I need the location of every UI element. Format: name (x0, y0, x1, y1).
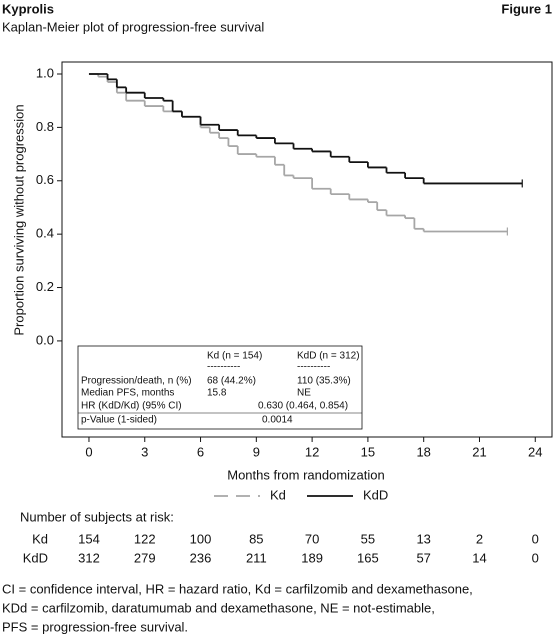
inset-cell: 68 (44.2%) (207, 376, 256, 387)
x-axis-label: Months from randomization (227, 467, 385, 482)
risk-count: 189 (301, 550, 323, 565)
inset-cell: NE (297, 388, 311, 399)
inset-cell: p-Value (1-sided) (81, 415, 157, 426)
footnote: CI = confidence interval, HR = hazard ra… (2, 581, 473, 596)
inset-cell: 0.0014 (262, 415, 293, 426)
inset-cell: Progression/death, n (%) (81, 376, 192, 387)
risk-count: 0 (532, 550, 539, 565)
risk-count: 154 (78, 531, 100, 546)
inset-rule-text: ---------- (207, 362, 240, 373)
y-tick-label: 0.6 (36, 172, 54, 187)
x-tick-label: 9 (253, 444, 260, 459)
risk-count: 55 (361, 531, 375, 546)
y-tick-label: 0.4 (36, 226, 54, 241)
risk-count: 165 (357, 550, 379, 565)
subtitle: Kaplan-Meier plot of progression-free su… (2, 19, 264, 34)
x-tick-label: 3 (141, 444, 148, 459)
inset-rule-text: ---------- (297, 362, 330, 373)
y-tick-label: 1.0 (36, 65, 54, 80)
inset-cell: 110 (35.3%) (297, 376, 351, 387)
risk-count: 13 (416, 531, 430, 546)
inset-header: KdD (n = 312) (297, 351, 360, 362)
risk-count: 57 (416, 550, 430, 565)
inset-cell: Median PFS, months (81, 388, 174, 399)
risk-row-name: KdD (23, 550, 48, 565)
x-tick-label: 24 (528, 444, 542, 459)
x-tick-label: 18 (416, 444, 430, 459)
legend-label: KdD (363, 487, 388, 502)
inset-header: Kd (n = 154) (207, 351, 262, 362)
x-tick-label: 15 (361, 444, 375, 459)
figure-label: Figure 1 (501, 1, 552, 16)
title: Kyprolis (2, 1, 54, 16)
risk-count: 70 (305, 531, 319, 546)
y-tick-label: 0.8 (36, 119, 54, 134)
risk-count: 0 (532, 531, 539, 546)
inset-cell: 0.630 (0.464, 0.854) (258, 401, 348, 412)
risk-count: 236 (190, 550, 212, 565)
risk-count: 14 (472, 550, 486, 565)
risk-count: 211 (246, 550, 267, 565)
y-axis-label: Proportion surviving without progression (11, 104, 26, 335)
inset-cell: HR (KdD/Kd) (95% CI) (81, 401, 182, 412)
x-tick-label: 0 (85, 444, 92, 459)
x-tick-label: 12 (305, 444, 319, 459)
risk-count: 85 (249, 531, 263, 546)
y-tick-label: 0.0 (36, 332, 54, 347)
plot-frame (61, 61, 553, 438)
risk-count: 2 (476, 531, 483, 546)
inset-box (77, 345, 363, 430)
footnote: KDd = carfilzomib, daratumumab and dexam… (2, 600, 435, 615)
x-tick-label: 6 (197, 444, 204, 459)
risk-row-name: Kd (32, 531, 48, 546)
footnote: PFS = progression-free survival. (2, 619, 188, 634)
inset-cell: 15.8 (207, 388, 227, 399)
risk-count: 312 (78, 550, 100, 565)
risk-count: 100 (190, 531, 212, 546)
risk-title: Number of subjects at risk: (20, 509, 174, 524)
legend-label: Kd (270, 487, 286, 502)
risk-count: 279 (134, 550, 156, 565)
x-tick-label: 21 (472, 444, 486, 459)
y-tick-label: 0.2 (36, 279, 54, 294)
risk-count: 122 (134, 531, 156, 546)
